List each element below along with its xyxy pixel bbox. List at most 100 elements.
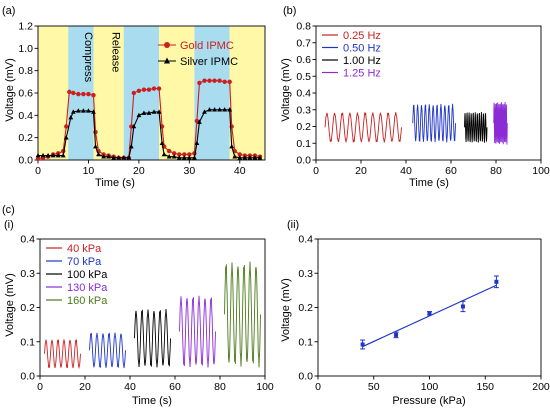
a-legend-marker-0 <box>164 42 170 48</box>
b-y-tick-label: 0.3 <box>296 104 311 116</box>
a-legend-label-0: Gold IPMC <box>180 40 234 52</box>
a-y-tick-label: 1.0 <box>18 43 33 55</box>
a-point-gold <box>197 81 201 85</box>
ci-legend-label-1: 70 kPa <box>67 256 102 268</box>
b-y-tick-label: 0.1 <box>296 138 311 150</box>
b-legend-label-2: 1.00 Hz <box>343 55 381 67</box>
a-point-gold <box>167 149 171 153</box>
panel-c-i: (c) (i) 0 20 40 60 80 100 0.0 0.1 0.2 0.3 0.4 Time… <box>2 204 274 407</box>
subpanel-label-i: (i) <box>4 219 14 231</box>
a-point-gold <box>157 86 161 90</box>
ci-y-tick-label: 0.0 <box>20 371 35 383</box>
b-x-axis-title: Time (s) <box>409 177 449 189</box>
panel-label-b: (b) <box>283 5 296 17</box>
c-ii-x-axis-title: Pressure (kPa) <box>392 395 465 407</box>
ci-legend-label-2: 100 kPa <box>67 269 108 281</box>
a-x-tick-label: 30 <box>183 165 195 177</box>
a-point-gold <box>76 92 80 96</box>
ci-x-tick-label: 80 <box>214 381 226 393</box>
cii-x-tick-label: 200 <box>532 381 550 393</box>
ci-y-tick-label: 0.4 <box>20 234 35 246</box>
panel-label-c: (c) <box>2 204 15 216</box>
b-legend: 0.25 Hz0.50 Hz1.00 Hz1.25 Hz <box>322 30 381 80</box>
a-band-label: Compress <box>82 32 94 83</box>
a-point-gold <box>137 89 141 93</box>
c-ii-data-point <box>361 342 365 346</box>
panel-c-ii: (ii) 0 50 100 150 2000.00.10.20.30.4 Pressur… <box>280 219 550 407</box>
a-y-tick-label: 0.0 <box>18 155 33 167</box>
c-ii-data-point <box>394 333 398 337</box>
ci-series-line-2 <box>135 309 171 367</box>
a-point-gold <box>222 80 226 84</box>
b-series-line-0 <box>325 112 402 142</box>
a-band-label: Release <box>110 32 122 72</box>
a-y-axis-title: Voltage (mV) <box>4 58 16 122</box>
c-i-x-axis-title: Time (s) <box>132 395 172 407</box>
b-series-line-2 <box>465 112 488 143</box>
a-point-gold <box>147 87 151 91</box>
b-legend-label-0: 0.25 Hz <box>343 30 381 42</box>
ci-series-line-0 <box>45 340 81 369</box>
b-legend-label-1: 0.50 Hz <box>343 43 381 55</box>
b-series-line-1 <box>413 104 456 143</box>
c-i-y-axis-title: Voltage (mV) <box>4 273 16 337</box>
ci-x-tick-label: 100 <box>256 381 274 393</box>
cii-y-tick-label: 0.0 <box>298 371 313 383</box>
panel-a: (a) Compress Release 0 10 20 30 40 0.0 0.2 0.4 0.… <box>2 5 265 189</box>
b-y-tick-label: 0.7 <box>296 37 311 49</box>
ci-x-tick-label: 60 <box>169 381 181 393</box>
cii-y-tick-label: 0.2 <box>298 302 313 314</box>
a-x-tick-label: 0 <box>35 165 41 177</box>
cii-x-tick-label: 0 <box>315 381 321 393</box>
b-series-line-3 <box>494 102 508 145</box>
a-point-gold <box>91 93 95 97</box>
a-y-tick-label: 0.8 <box>18 65 33 77</box>
b-y-axis-title: Voltage (mV) <box>280 58 292 122</box>
ci-series-line-4 <box>225 262 261 368</box>
c-ii-data-point <box>494 280 498 284</box>
a-point-gold <box>67 90 71 94</box>
ci-x-tick-label: 40 <box>124 381 136 393</box>
a-point-gold <box>142 87 146 91</box>
c-ii-data-point <box>428 311 432 315</box>
cii-y-tick-label: 0.1 <box>298 336 313 348</box>
a-point-gold <box>207 79 211 83</box>
b-series <box>325 102 507 145</box>
b-x-tick-label: 80 <box>490 165 502 177</box>
a-point-gold <box>212 79 216 83</box>
b-y-tick-label: 0.8 <box>296 21 311 33</box>
b-x-tick-label: 60 <box>445 165 457 177</box>
a-point-gold <box>71 91 75 95</box>
cii-x-tick-label: 150 <box>476 381 494 393</box>
c-ii-series <box>360 276 499 349</box>
a-x-tick-label: 20 <box>133 165 145 177</box>
a-point-gold <box>36 157 40 161</box>
ci-y-tick-label: 0.3 <box>20 268 35 280</box>
b-x-tick-label: 100 <box>532 165 550 177</box>
b-y-tick-label: 0.5 <box>296 71 311 83</box>
b-x-tick-label: 20 <box>355 165 367 177</box>
panel-label-a: (a) <box>2 5 15 17</box>
b-y-tick-label: 0.0 <box>296 155 311 167</box>
cii-x-tick-label: 100 <box>421 381 439 393</box>
ci-legend-label-3: 130 kPa <box>67 282 108 294</box>
a-band <box>230 26 265 160</box>
c-ii-fit-line <box>363 285 497 346</box>
a-point-gold <box>93 130 97 134</box>
ci-series-line-3 <box>180 296 216 368</box>
a-y-tick-label: 0.4 <box>18 110 33 122</box>
ci-y-tick-label: 0.2 <box>20 302 35 314</box>
c-ii-tick-labels: 0 50 100 150 2000.00.10.20.30.4 <box>298 234 550 394</box>
c-ii-data-point <box>461 304 465 308</box>
c-ii-axes <box>315 239 542 380</box>
b-tick-labels: 0 20 40 60 80 100 0.0 0.1 0.2 0.3 0.4 0.5 0.6 0.7 0.8 <box>296 21 550 178</box>
ci-legend-label-0: 40 kPa <box>67 243 102 255</box>
a-y-tick-label: 0.2 <box>18 132 33 144</box>
a-y-tick-label: 1.2 <box>18 21 33 33</box>
subpanel-label-ii: (ii) <box>287 219 299 231</box>
b-y-tick-label: 0.2 <box>296 121 311 133</box>
panel-b: (b) 0 20 40 60 80 100 0.0 0.1 0.2 0.3 0.4 0.5 0.6 0.7… <box>280 5 550 189</box>
a-x-tick-label: 10 <box>83 165 95 177</box>
